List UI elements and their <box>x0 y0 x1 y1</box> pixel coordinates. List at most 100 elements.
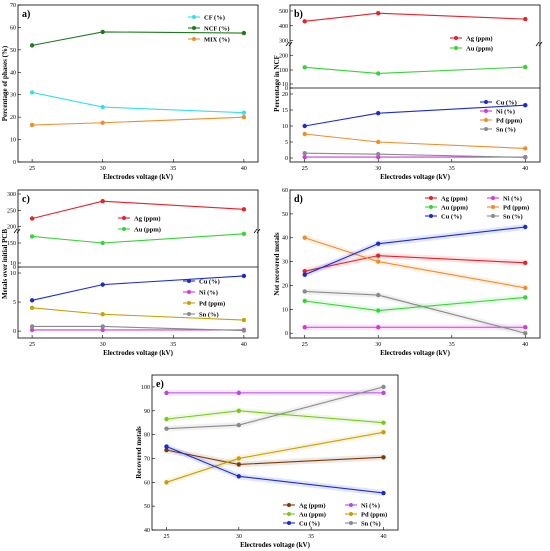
x-axis-label: Electrodes voltage (kV) <box>103 349 174 357</box>
data-point <box>302 235 307 240</box>
legend-swatch-marker <box>484 109 488 113</box>
y-tick-label: 20 <box>282 283 288 289</box>
series-ag-ppm <box>29 198 247 221</box>
x-tick-label: 40 <box>522 342 528 348</box>
data-point <box>376 292 381 298</box>
y-tick-label: 200 <box>7 225 16 231</box>
data-point <box>236 390 242 396</box>
legend-label: Pd (ppm) <box>199 300 225 307</box>
data-point <box>376 241 381 246</box>
data-point <box>523 331 528 336</box>
legend-swatch-marker <box>187 312 191 316</box>
data-point <box>376 253 381 258</box>
y-tick-label: 60 <box>10 25 16 31</box>
series-ag-ppm <box>164 447 386 468</box>
data-point <box>381 384 386 390</box>
series-au-ppm <box>164 407 386 426</box>
legend-item: Cu (%) <box>480 99 517 106</box>
data-point <box>164 447 169 453</box>
x-tick-label: 30 <box>236 534 242 540</box>
x-tick-label: 40 <box>241 342 247 348</box>
legend-label: Pd (ppm) <box>496 117 522 124</box>
series-band <box>304 234 526 291</box>
legend-label: NCF (%) <box>204 25 230 32</box>
data-point <box>302 123 307 129</box>
data-point <box>29 216 35 221</box>
series-cf <box>29 90 247 115</box>
data-point <box>523 325 528 330</box>
legend-swatch-marker <box>454 36 458 40</box>
legend-swatch-marker <box>187 301 191 305</box>
legend-item: MIX (%) <box>188 36 230 43</box>
data-point <box>523 146 528 151</box>
y-tick-label: 10 <box>282 82 288 88</box>
series-line <box>304 104 526 127</box>
axis-break-mark <box>13 228 21 234</box>
series-pd-ppm <box>164 429 386 486</box>
plot-frame <box>17 189 259 339</box>
x-tick-label: 25 <box>29 342 35 348</box>
panel-a: a) 25 30 35 40 Electrodes voltage (kV) Percent… <box>1 3 259 181</box>
data-point <box>241 110 247 115</box>
plot-frame <box>289 189 541 339</box>
legend-item: Ag (ppm) <box>118 215 161 222</box>
legend-item: NCF (%) <box>188 25 230 32</box>
legend-item: Ni (%) <box>183 289 218 296</box>
data-point <box>164 416 169 422</box>
data-point <box>523 295 528 300</box>
series-pd-ppm <box>302 131 528 151</box>
legend-label: Sn (%) <box>503 213 523 220</box>
y-tick-label: 0 <box>13 329 16 335</box>
series-ni <box>164 389 386 396</box>
legend-label: Ni (%) <box>361 502 380 509</box>
series-band <box>304 288 526 337</box>
legend-item: Pd (ppm) <box>480 117 522 124</box>
series-au-ppm <box>302 64 528 76</box>
series-band <box>304 294 526 314</box>
y-tick-label: 15 <box>282 108 288 114</box>
x-tick-label: 40 <box>381 534 387 540</box>
y-axis-label: Percentage of phases (%) <box>1 45 9 121</box>
series-au-ppm <box>302 294 528 314</box>
series-cu <box>29 273 247 303</box>
legend-label: Ag (ppm) <box>466 35 493 42</box>
legend-label: Ni (%) <box>503 195 522 202</box>
legend-label: Au (ppm) <box>299 511 326 518</box>
legend-item: Cu (%) <box>283 520 320 527</box>
y-tick-label: 40 <box>144 528 150 534</box>
legend-item: Au (ppm) <box>118 226 161 233</box>
y-tick-label: 10 <box>282 307 288 313</box>
y-tick-label: 50 <box>10 48 16 54</box>
data-point <box>100 282 105 287</box>
legend-item: Ag (ppm) <box>283 502 326 509</box>
y-tick-label: 70 <box>10 3 16 9</box>
legend-label: MIX (%) <box>204 36 230 43</box>
data-point <box>523 103 528 108</box>
x-axis-label: Electrodes voltage (kV) <box>380 349 451 357</box>
y-tick-label: 400 <box>279 24 288 30</box>
data-point <box>29 90 35 95</box>
data-point <box>236 462 242 467</box>
y-tick-label: 0 <box>13 265 16 271</box>
data-point <box>376 151 381 157</box>
data-point <box>302 131 307 137</box>
legend-label: Pd (ppm) <box>361 511 387 518</box>
legend-label: Pd (ppm) <box>503 204 529 211</box>
x-tick-label: 30 <box>375 166 381 172</box>
y-tick-label: 0 <box>285 86 288 92</box>
legend: CF (%) NCF (%) MIX (%) <box>188 14 230 43</box>
series-band <box>304 252 526 275</box>
y-axis-label: Recovered metals <box>135 426 143 479</box>
legend-swatch-marker <box>287 503 291 507</box>
series-line <box>304 66 526 74</box>
data-point <box>241 273 247 279</box>
data-point <box>29 234 35 239</box>
legend-item: Pd (ppm) <box>345 511 387 518</box>
legend-swatch-marker <box>187 290 191 294</box>
data-point <box>241 30 247 36</box>
y-axis-label: Not recovered metals <box>273 232 281 295</box>
data-point <box>241 231 247 237</box>
legend-label: Ag (ppm) <box>441 195 468 202</box>
data-point <box>302 65 307 70</box>
x-axis-label: Electrodes voltage (kV) <box>103 173 174 181</box>
